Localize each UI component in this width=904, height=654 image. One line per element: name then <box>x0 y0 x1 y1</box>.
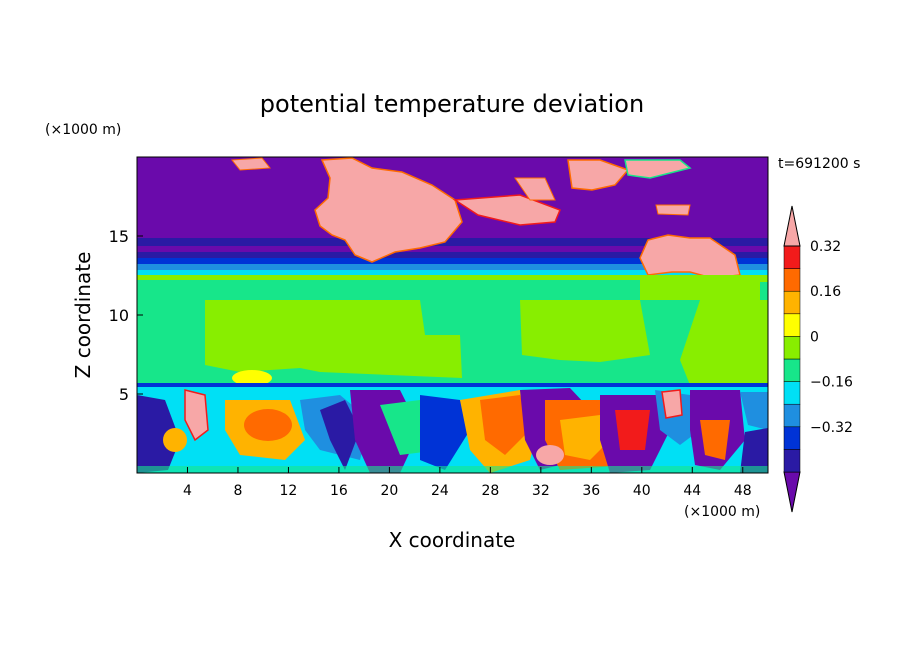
bl-dark-eddy-1 <box>320 400 360 470</box>
x-tick-label: 32 <box>532 483 550 499</box>
x-tick-label: 20 <box>380 483 398 499</box>
colorbar-segment <box>783 426 801 450</box>
time-label: t=691200 s <box>778 156 860 172</box>
bl-pink-right <box>661 389 683 419</box>
y-tick-label: 15 <box>109 227 129 246</box>
chart-title: potential temperature deviation <box>260 90 644 118</box>
y-ticks: 5 10 15 <box>109 227 143 404</box>
pink-cloud-small-3 <box>655 204 691 216</box>
x-unit-label: (×1000 m) <box>684 504 760 520</box>
colorbar-segment <box>783 268 801 292</box>
tropopause-band-1 <box>137 252 768 258</box>
colorbar-segment <box>783 381 801 405</box>
x-tick-label: 48 <box>734 483 752 499</box>
pink-cloud-top-right <box>624 159 692 179</box>
bl-pink-left <box>184 389 209 442</box>
x-ticks: 4 8 12 16 20 24 28 32 36 40 44 48 <box>183 467 752 499</box>
y-tick-label: 10 <box>109 306 129 325</box>
bl-orange-far-right <box>700 420 730 460</box>
colorbar-segment <box>783 336 801 360</box>
colorbar-label: 0.16 <box>810 284 841 300</box>
x-tick-label: 8 <box>233 483 242 499</box>
y-unit-label: (×1000 m) <box>45 122 121 138</box>
bl-dark-edge <box>740 428 768 473</box>
x-axis-label: X coordinate <box>389 528 516 552</box>
y-tick-label: 5 <box>119 385 129 404</box>
colorbar-segment <box>783 290 801 315</box>
upper-dark-band <box>137 238 768 246</box>
x-tick-label: 12 <box>280 483 298 499</box>
x-tick-label: 16 <box>330 483 348 499</box>
pink-cloud-main <box>314 157 463 263</box>
pink-cloud-streak <box>452 194 561 226</box>
x-tick-label: 4 <box>183 483 192 499</box>
lime-block-right <box>680 300 768 385</box>
lime-block-left <box>205 300 462 378</box>
bl-red-center <box>480 395 530 455</box>
colorbar: 0.32 0.16 0 −0.16 −0.32 <box>783 205 853 513</box>
colorbar-segment <box>783 245 801 269</box>
colorbar-label: 0 <box>810 329 819 345</box>
x-tick-label: 40 <box>633 483 651 499</box>
y-axis-label: Z coordinate <box>71 252 95 379</box>
surface-band <box>137 466 768 473</box>
tropopause-band-3 <box>137 264 768 270</box>
bl-blue-eddy-2 <box>420 395 470 470</box>
colorbar-label: 0.32 <box>810 239 841 255</box>
bl-warm-left <box>163 428 187 452</box>
bl-red-right <box>615 410 650 450</box>
x-tick-label: 36 <box>582 483 600 499</box>
pink-cloud-top-left <box>231 157 271 171</box>
colorbar-segment <box>783 403 801 428</box>
tropopause-band-4 <box>137 270 768 275</box>
bl-pink-center <box>536 445 564 465</box>
tropopause-band-2 <box>137 258 768 264</box>
colorbar-label: −0.16 <box>810 375 853 391</box>
colorbar-segment <box>783 358 801 382</box>
colorbar-segment <box>783 313 801 337</box>
upper-lime-band <box>137 275 768 300</box>
x-tick-label: 44 <box>683 483 701 499</box>
contour-field <box>137 157 768 473</box>
bl-red-core <box>244 409 292 441</box>
colorbar-bottom-arrow <box>783 471 801 513</box>
colorbar-label: −0.32 <box>810 420 853 436</box>
lime-block-middle <box>520 300 650 362</box>
colorbar-top-arrow <box>783 205 801 247</box>
yellow-warm-blob <box>232 370 272 386</box>
x-tick-label: 24 <box>431 483 449 499</box>
inversion-line <box>137 383 768 387</box>
bl-dark-left <box>137 395 180 473</box>
pink-cloud-small-1 <box>514 177 556 201</box>
pink-cloud-small-2 <box>567 159 630 191</box>
x-tick-label: 28 <box>481 483 499 499</box>
colorbar-segment <box>783 449 801 473</box>
bl-amber-right <box>560 415 610 460</box>
bl-blue-edge <box>740 392 768 430</box>
